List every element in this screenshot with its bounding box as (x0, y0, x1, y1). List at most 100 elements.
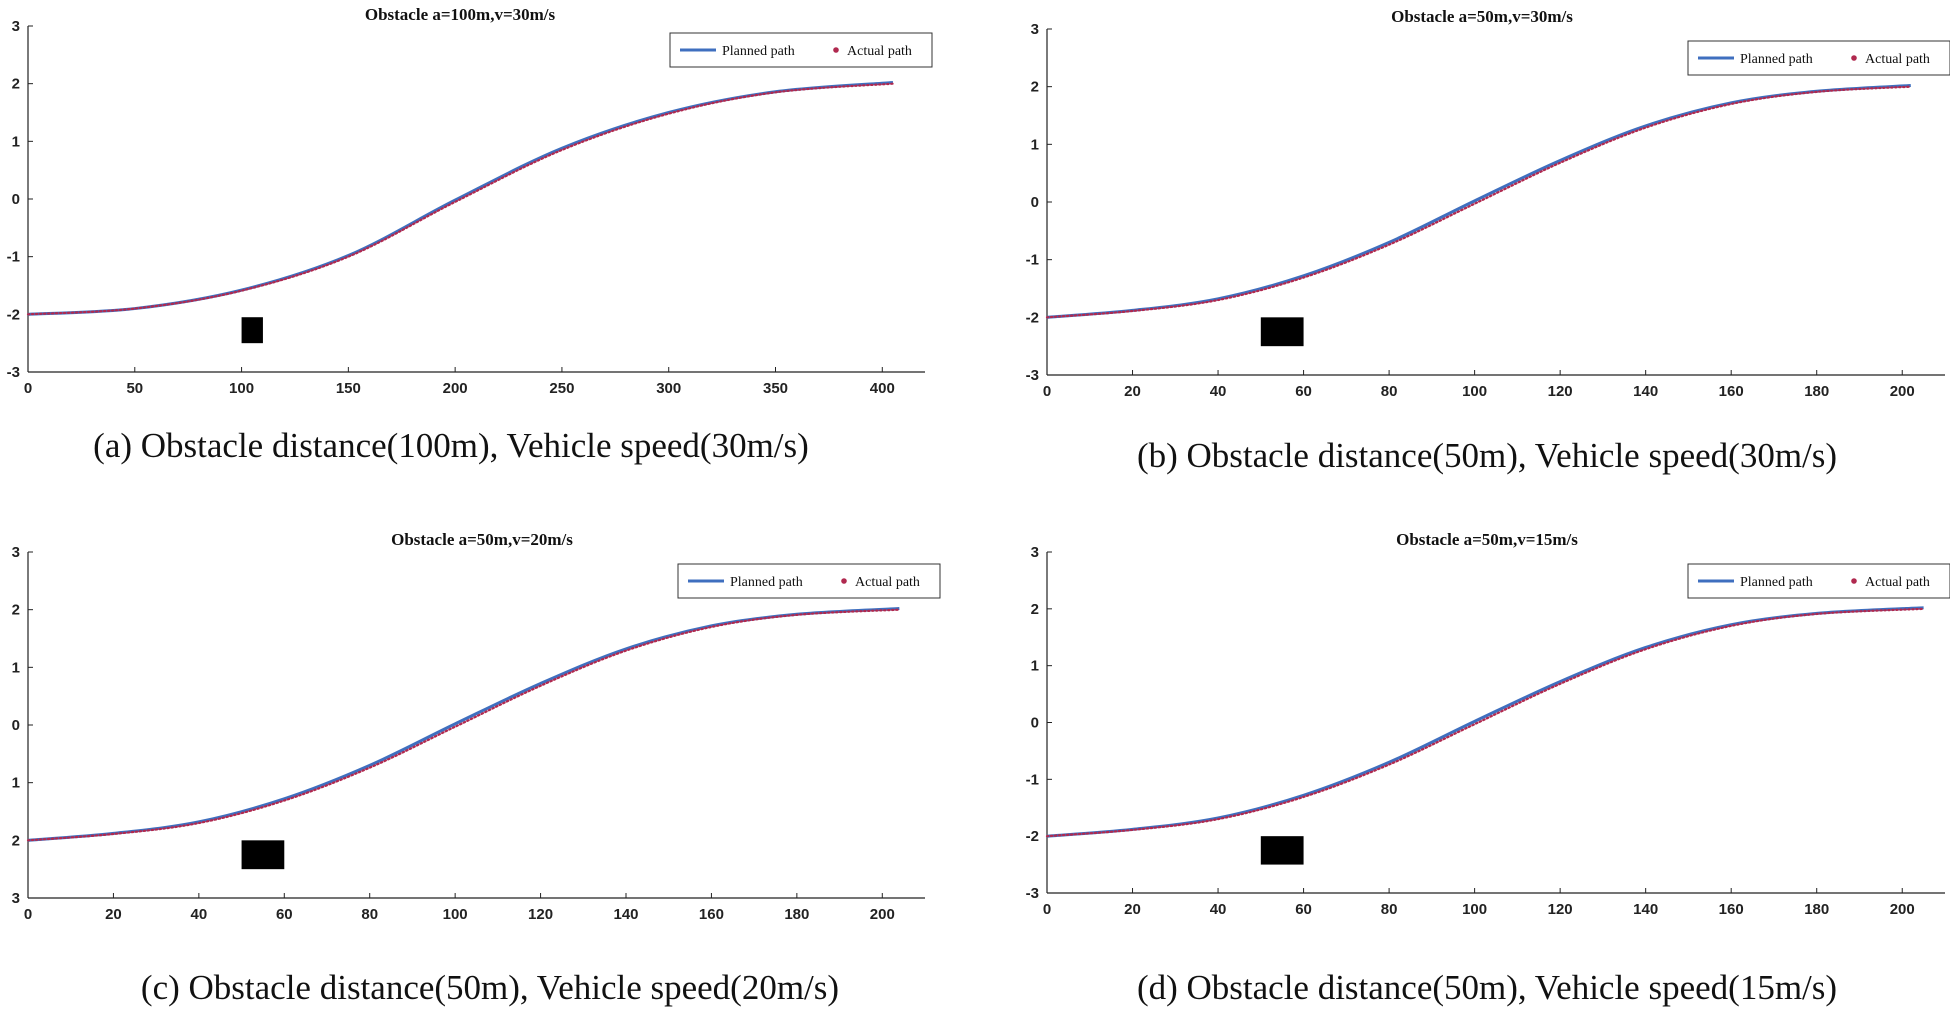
panel-c-x-tick-label: 60 (276, 906, 293, 923)
panel-c: Obstacle a=50m,v=20m/s (c) Obstacle dist… (12, 530, 941, 1007)
panel-d-x-tick-label: 60 (1295, 901, 1312, 918)
panel-c-title: Obstacle a=50m,v=20m/s (391, 530, 573, 549)
panel-c-x-tick-label: 20 (105, 906, 122, 923)
panel-c-legend-planned-label: Planned path (730, 575, 803, 590)
panel-c-y-tick-label: 1 (12, 775, 20, 792)
panel-b-x-tick-label: 60 (1295, 383, 1312, 400)
panel-b-y-tick-label: -1 (1026, 252, 1039, 269)
panel-c-obstacle (241, 840, 285, 870)
panel-b-x-tick-label: 0 (1043, 383, 1051, 400)
panel-a-y-tick-label: -2 (7, 306, 20, 323)
panel-c-y-tick-label: 3 (12, 544, 20, 561)
panel-a-x-tick-label: 100 (229, 380, 254, 397)
panel-d-y-tick-label: 0 (1031, 715, 1039, 732)
panel-a-legend-planned-label: Planned path (722, 44, 795, 59)
panel-d-obstacle (1260, 836, 1304, 865)
panel-c-y-tick-label: 0 (12, 717, 20, 734)
panel-c-legend-actual-swatch (841, 578, 847, 584)
panel-c-x-tick-label: 180 (784, 906, 809, 923)
panel-d-y-tick-label: 2 (1031, 601, 1039, 618)
panel-b-x-tick-label: 20 (1124, 383, 1141, 400)
panel-d-y-tick-label: -3 (1026, 885, 1039, 902)
panel-a: Obstacle a=100m,v=30m/s (a) Obstacle dis… (7, 5, 933, 465)
panel-a-x-tick-label: 300 (656, 380, 681, 397)
panel-d-y-tick-label: -2 (1026, 828, 1039, 845)
panel-d-y-tick-label: -1 (1026, 771, 1039, 788)
panel-a-legend-actual-label: Actual path (847, 44, 912, 59)
panel-b-legend-planned-label: Planned path (1740, 52, 1813, 67)
panel-a-actual-path-line (26, 82, 895, 316)
panel-a-legend-actual-swatch (833, 47, 839, 53)
panel-a-y-tick-label: 3 (12, 18, 20, 35)
panel-d-title: Obstacle a=50m,v=15m/s (1396, 530, 1578, 549)
panel-b-x-tick-label: 180 (1804, 383, 1829, 400)
panel-b-actual-path-line (1045, 85, 1912, 319)
panel-b-x-tick-label: 200 (1890, 383, 1915, 400)
panel-a-x-tick-label: 400 (870, 380, 895, 397)
panel-b-legend-actual-swatch (1851, 55, 1857, 61)
panel-d-legend-actual-swatch (1851, 578, 1857, 584)
panel-d-x-tick-label: 140 (1633, 901, 1658, 918)
panel-a-caption: (a) Obstacle distance(100m), Vehicle spe… (93, 426, 809, 465)
panel-d-x-tick-label: 100 (1462, 901, 1487, 918)
panel-b-y-tick-label: 0 (1031, 194, 1039, 211)
panel-d-y-tick-label: 1 (1031, 658, 1039, 675)
panel-a-y-tick-label: 2 (12, 76, 20, 93)
panel-c-x-tick-label: 140 (613, 906, 638, 923)
panel-c-actual-path-line (26, 608, 901, 842)
panel-a-title: Obstacle a=100m,v=30m/s (365, 5, 556, 24)
panel-d-x-tick-label: 80 (1381, 901, 1398, 918)
panel-d: Obstacle a=50m,v=15m/s (d) Obstacle dist… (1026, 530, 1950, 1007)
panel-b-legend-actual-label: Actual path (1865, 52, 1930, 67)
panel-b-x-tick-label: 140 (1633, 383, 1658, 400)
panel-b-title: Obstacle a=50m,v=30m/s (1391, 7, 1573, 26)
panel-d-x-tick-label: 0 (1043, 901, 1051, 918)
panel-b-y-tick-label: -2 (1026, 309, 1039, 326)
panel-d-planned-path-line (1046, 606, 1924, 838)
panel-c-x-tick-label: 160 (699, 906, 724, 923)
panel-c-x-tick-label: 80 (361, 906, 378, 923)
panel-c-x-tick-label: 120 (528, 906, 553, 923)
panel-d-y-tick-label: 3 (1031, 544, 1039, 561)
panel-a-obstacle (241, 317, 263, 344)
panel-a-x-tick-label: 200 (443, 380, 468, 397)
panel-a-x-tick-label: 250 (549, 380, 574, 397)
panel-c-planned-path-line (27, 607, 900, 842)
panel-d-legend-actual-label: Actual path (1865, 575, 1930, 590)
panel-c-x-tick-label: 0 (24, 906, 32, 923)
panel-a-x-tick-label: 0 (24, 380, 32, 397)
panel-d-x-tick-label: 200 (1890, 901, 1915, 918)
panel-d-actual-path-line (1045, 607, 1925, 838)
panel-b-y-tick-label: -3 (1026, 367, 1039, 384)
panel-d-x-tick-label: 40 (1210, 901, 1227, 918)
panel-c-legend-actual-label: Actual path (855, 575, 920, 590)
panel-b-y-tick-label: 1 (1031, 136, 1039, 153)
panel-c-y-tick-label: 2 (12, 602, 20, 619)
panel-d-legend-planned-label: Planned path (1740, 575, 1813, 590)
panel-a-y-tick-label: 1 (12, 133, 20, 150)
panel-b-x-tick-label: 40 (1210, 383, 1227, 400)
panel-b-x-tick-label: 160 (1719, 383, 1744, 400)
panel-b-y-tick-label: 2 (1031, 79, 1039, 96)
panel-b-y-tick-label: 3 (1031, 21, 1039, 38)
panel-a-y-tick-label: -1 (7, 249, 20, 266)
panel-a-x-tick-label: 350 (763, 380, 788, 397)
panel-a-x-tick-label: 150 (336, 380, 361, 397)
panel-b-x-tick-label: 80 (1381, 383, 1398, 400)
panel-c-y-tick-label: 1 (12, 659, 20, 676)
panel-c-x-tick-label: 200 (870, 906, 895, 923)
panel-b: Obstacle a=50m,v=30m/s (b) Obstacle dist… (1026, 7, 1950, 475)
panel-c-y-tick-label: 2 (12, 832, 20, 849)
panel-d-x-tick-label: 120 (1548, 901, 1573, 918)
panel-b-x-tick-label: 100 (1462, 383, 1487, 400)
panel-b-caption: (b) Obstacle distance(50m), Vehicle spee… (1137, 436, 1837, 475)
panel-d-x-tick-label: 20 (1124, 901, 1141, 918)
panel-c-caption: (c) Obstacle distance(50m), Vehicle spee… (141, 968, 839, 1007)
panel-b-obstacle (1260, 317, 1304, 347)
panel-c-x-tick-label: 100 (443, 906, 468, 923)
panel-d-x-tick-label: 180 (1804, 901, 1829, 918)
panel-d-caption: (d) Obstacle distance(50m), Vehicle spee… (1137, 968, 1837, 1007)
panel-b-x-tick-label: 120 (1548, 383, 1573, 400)
panel-a-y-tick-label: -3 (7, 364, 20, 381)
